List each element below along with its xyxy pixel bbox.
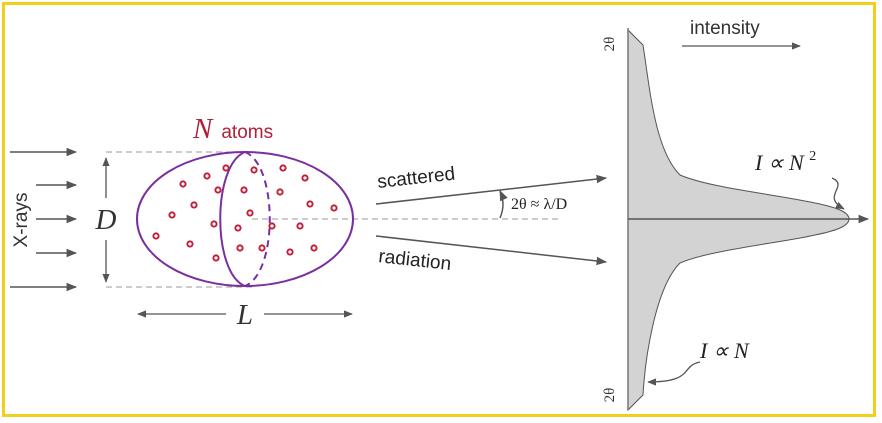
atom — [190, 201, 198, 209]
i-prop-text-1: I ∝ — [754, 150, 789, 175]
atom — [310, 244, 318, 252]
d-symbol: D — [95, 204, 117, 236]
n2-exp: 2 — [809, 149, 816, 164]
atom — [212, 254, 220, 262]
incoming-xray-arrows — [10, 147, 78, 292]
atom — [222, 164, 230, 172]
atom — [210, 220, 218, 228]
atom — [179, 180, 187, 188]
atom — [330, 204, 338, 212]
i-prop-text-2: I ∝ — [699, 338, 734, 363]
atom — [296, 222, 304, 230]
atom — [234, 224, 242, 232]
intensity-label: intensity — [690, 18, 760, 39]
n2-base: N — [788, 150, 805, 175]
angle-formula: 2θ ≈ λ/D — [511, 196, 567, 213]
n-base: N — [733, 338, 750, 363]
scattered-arrow-upper — [375, 174, 608, 205]
cross-section-front — [219, 151, 246, 287]
atom — [214, 186, 222, 194]
atom — [268, 222, 276, 230]
atom — [168, 211, 176, 219]
atom — [276, 188, 284, 196]
atom — [301, 174, 309, 182]
atom — [279, 164, 287, 172]
atom — [258, 244, 266, 252]
i-prop-n-squared: I ∝ N 2 — [754, 149, 816, 175]
l-symbol: L — [236, 299, 253, 331]
atoms-group — [152, 164, 338, 262]
crystal-sample — [136, 151, 354, 287]
atom — [203, 172, 211, 180]
atom — [236, 244, 244, 252]
atom — [152, 232, 160, 240]
radiation-label: radiation — [377, 246, 452, 275]
atom — [250, 166, 258, 174]
cross-section-back — [244, 151, 271, 287]
peak-pointer-arrow — [831, 177, 845, 210]
scattered-arrow-lower — [375, 235, 608, 266]
scattered-radiation-arrows — [375, 174, 608, 266]
atom — [240, 186, 248, 194]
xrays-label: X-rays — [11, 193, 32, 248]
i-prop-n: I ∝ N — [699, 338, 750, 363]
scattered-label: scattered — [376, 164, 456, 193]
two-theta-top-label: 2θ — [602, 37, 618, 52]
two-theta-bottom-label: 2θ — [602, 388, 618, 403]
atom — [306, 200, 314, 208]
atom — [186, 240, 194, 248]
angle-arc — [499, 190, 508, 219]
atom — [286, 248, 294, 256]
tail-pointer-arrow — [647, 361, 701, 386]
atom — [246, 209, 254, 217]
crystal-ellipse — [136, 151, 354, 287]
atoms-word: atoms — [221, 122, 273, 143]
n-atoms-label: N atoms — [192, 113, 273, 145]
n-symbol: N — [192, 113, 214, 145]
